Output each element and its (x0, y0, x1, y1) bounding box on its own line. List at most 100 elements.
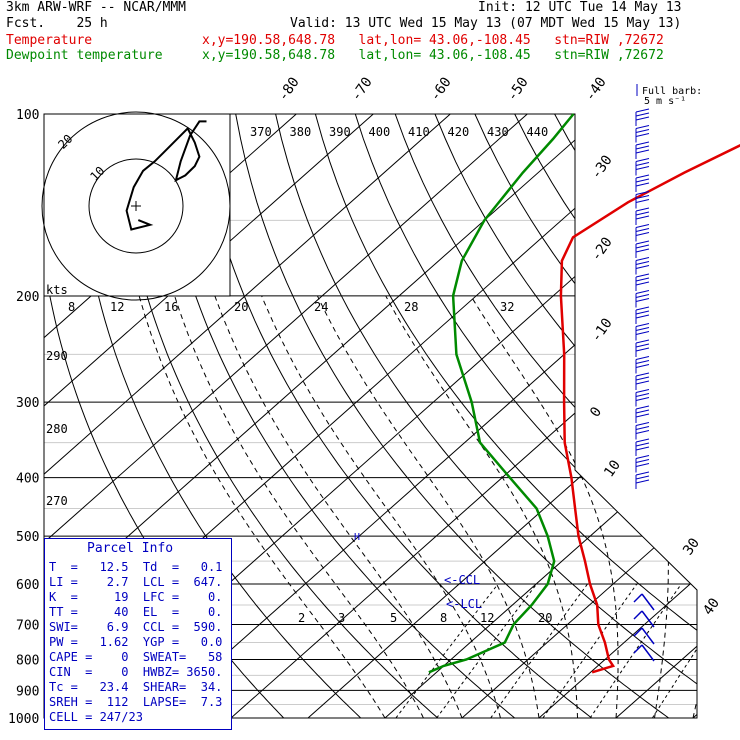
ccl-marker: <-CCL (444, 573, 480, 587)
mixing-ratio-label: 24 (314, 300, 328, 314)
wind-barb-flag (635, 475, 650, 480)
moist-adiabat-line (174, 295, 424, 718)
wind-barb-flag (635, 430, 650, 434)
dry-adiabat-line (593, 114, 697, 718)
wind-barb-flag (635, 162, 650, 166)
dry-adiabat-label: 270 (46, 494, 68, 508)
dry-adiabat-line (195, 114, 609, 718)
wind-barb-flag (635, 459, 650, 463)
wind-barb (635, 290, 650, 308)
model-title: 3km ARW-WRF -- NCAR/MMM (6, 0, 187, 15)
isotherm-label: -30 (588, 152, 616, 182)
wind-barb-flag (633, 627, 643, 637)
moist-adiabat-line (385, 295, 578, 718)
mixing-ratio-label: 32 (500, 300, 514, 314)
isotherm-line (44, 114, 451, 718)
wind-barb (633, 627, 655, 645)
wind-barb (635, 108, 650, 126)
wind-barb-flag (633, 644, 643, 654)
wind-barb-flag (635, 261, 650, 265)
temperature-legend: Temperature (6, 33, 93, 48)
parcel-info-title: Parcel Info (87, 541, 174, 556)
isotherm-label: 30 (680, 535, 703, 558)
wind-barb-flag (635, 463, 650, 467)
parcel-info-row: CAPE = 0 SWEAT= 58 (49, 650, 223, 664)
wind-barb-flag (635, 133, 650, 137)
mixing-ratio-label: 12 (480, 611, 494, 625)
wind-barb-flag (635, 277, 650, 282)
isotherm-line (307, 114, 697, 718)
dry-adiabat-line (155, 114, 531, 718)
wind-barb-staff (641, 610, 655, 628)
wind-barb (635, 422, 650, 440)
wind-barb-flag (635, 397, 650, 401)
pressure-label: 500 (16, 530, 39, 545)
isotherm-line (461, 114, 697, 718)
valid-time: Valid: 13 UTC Wed 15 May 13 (07 MDT Wed … (290, 16, 682, 31)
mixing-ratio-line (395, 583, 499, 718)
wind-barb-flag (635, 290, 650, 294)
temperature-location: x,y=190.58,648.78 lat,lon= 43.06,-108.45… (202, 33, 664, 48)
isotherm-label: -60 (427, 74, 455, 104)
dry-adiabat-label: 280 (46, 422, 68, 436)
wind-barb-flag (635, 149, 650, 154)
wind-barb-flag (635, 364, 650, 368)
dewpoint-legend: Dewpoint temperature (6, 48, 163, 63)
wind-barb-flag (635, 306, 650, 311)
mixing-ratio-label: 12 (110, 300, 124, 314)
dry-adiabat-line (474, 114, 697, 718)
wind-barb-flag (633, 593, 643, 603)
wind-barb-flag (635, 339, 650, 344)
wind-barb-flag (635, 446, 650, 451)
wind-barb (633, 593, 655, 611)
wind-barb-flag (635, 207, 650, 212)
mixing-ratio-label: 28 (404, 300, 418, 314)
isotherm-line (44, 114, 605, 718)
dry-adiabat-line (314, 114, 697, 718)
dry-adiabat-label: 290 (46, 349, 68, 363)
wind-barb-flag (635, 314, 650, 319)
dry-adiabat-label: 370 (250, 125, 272, 139)
pressure-label: 100 (16, 108, 39, 123)
wind-barb (635, 405, 650, 423)
parcel-info-row: SWI= 6.9 CCL = 590. (49, 620, 223, 634)
wind-barb-staff (641, 644, 655, 662)
moist-adiabat-line (576, 295, 669, 718)
parcel-info-row: CELL = 247/23 (49, 710, 143, 724)
wind-barb-flag (635, 405, 650, 410)
wind-barb (633, 610, 655, 628)
dry-adiabat-line (235, 114, 688, 718)
hodograph-ring-20 (41, 111, 231, 301)
dewpoint-trace (428, 113, 575, 674)
wind-barb-flag (635, 199, 650, 203)
dry-adiabat-line (275, 114, 697, 718)
wind-barb-flag (635, 356, 650, 360)
wind-barb-flag (635, 294, 650, 298)
wind-barb-flag (635, 240, 650, 245)
isotherm-label: -40 (582, 74, 610, 104)
wind-barb-flag (635, 380, 650, 385)
wind-barb-flag (635, 273, 650, 278)
mixing-ratio-label: 5 (390, 611, 397, 625)
mixing-ratio-line (436, 583, 537, 718)
isotherm-line (44, 114, 528, 718)
hodograph-frame (43, 113, 231, 297)
mixing-ratio-label: 20 (234, 300, 248, 314)
wind-barb-flag (635, 195, 650, 199)
wind-barb-flag (635, 112, 650, 117)
wind-barb-flag (635, 174, 650, 179)
dry-adiabat-label: 420 (448, 125, 470, 139)
wind-barb-flag (635, 281, 650, 286)
wind-barb (635, 158, 650, 176)
forecast-hour: Fcst. 25 h (6, 16, 108, 31)
wind-barb-flag (635, 116, 650, 121)
wind-barb-flag (635, 372, 650, 377)
isotherm-label: 0 (587, 404, 605, 420)
wind-barb (635, 306, 650, 324)
isotherm-line (153, 114, 697, 718)
wind-barb-flag (635, 413, 650, 418)
wind-barb-flag (635, 376, 650, 381)
dry-adiabat-label: 440 (527, 125, 549, 139)
dry-adiabat-line (714, 114, 740, 731)
